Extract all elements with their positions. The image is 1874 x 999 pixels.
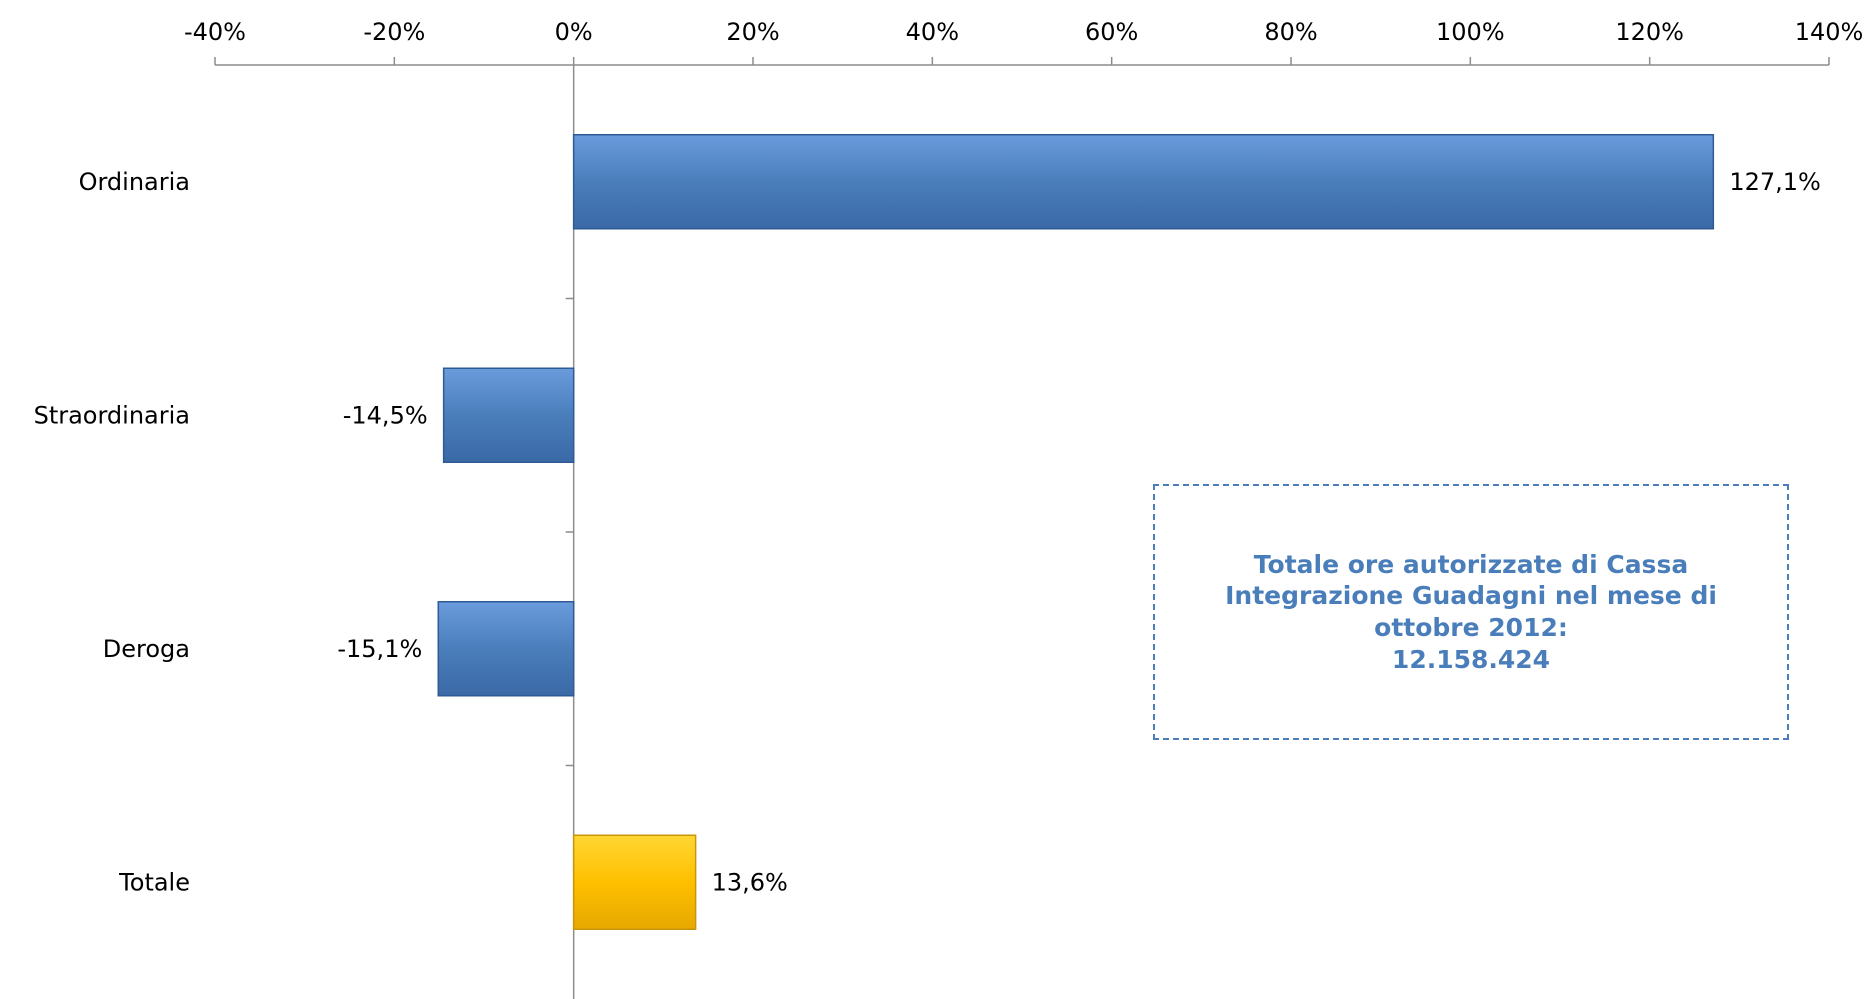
category-label: Deroga [103, 635, 190, 663]
annotation-total-value: 12.158.424 [1391, 644, 1551, 674]
bar-ordinaria [572, 134, 1715, 230]
annotation-line-1: Totale ore autorizzate di Cassa [1253, 549, 1689, 579]
annotation-line-3: ottobre 2012: [1374, 613, 1568, 642]
x-tick-label: 0% [555, 18, 593, 46]
category-label: Straordinaria [34, 401, 190, 429]
x-tick-label: 60% [1085, 18, 1138, 46]
x-tick-label: 140% [1795, 18, 1864, 46]
annotation-line-2: Integrazione Guadagni nel mese di [1225, 581, 1717, 611]
data-label: -14,5% [343, 401, 428, 429]
data-label: -15,1% [337, 635, 422, 663]
data-label: 13,6% [712, 868, 788, 896]
total-hours-annotation-box: Totale ore autorizzate di Cassa Integraz… [1153, 484, 1789, 740]
bar-totale [572, 834, 697, 930]
x-tick-label: 80% [1264, 18, 1317, 46]
x-tick-label: 100% [1436, 18, 1505, 46]
category-label: Ordinaria [79, 168, 190, 196]
x-tick-label: -40% [184, 18, 246, 46]
x-tick-label: 20% [726, 18, 779, 46]
category-label: Totale [118, 868, 190, 896]
x-tick-label: 120% [1615, 18, 1684, 46]
bar-deroga [437, 601, 575, 697]
x-tick-label: -20% [363, 18, 425, 46]
data-label: 127,1% [1729, 168, 1821, 196]
x-tick-label: 40% [906, 18, 959, 46]
bar-straordinaria [442, 367, 575, 463]
